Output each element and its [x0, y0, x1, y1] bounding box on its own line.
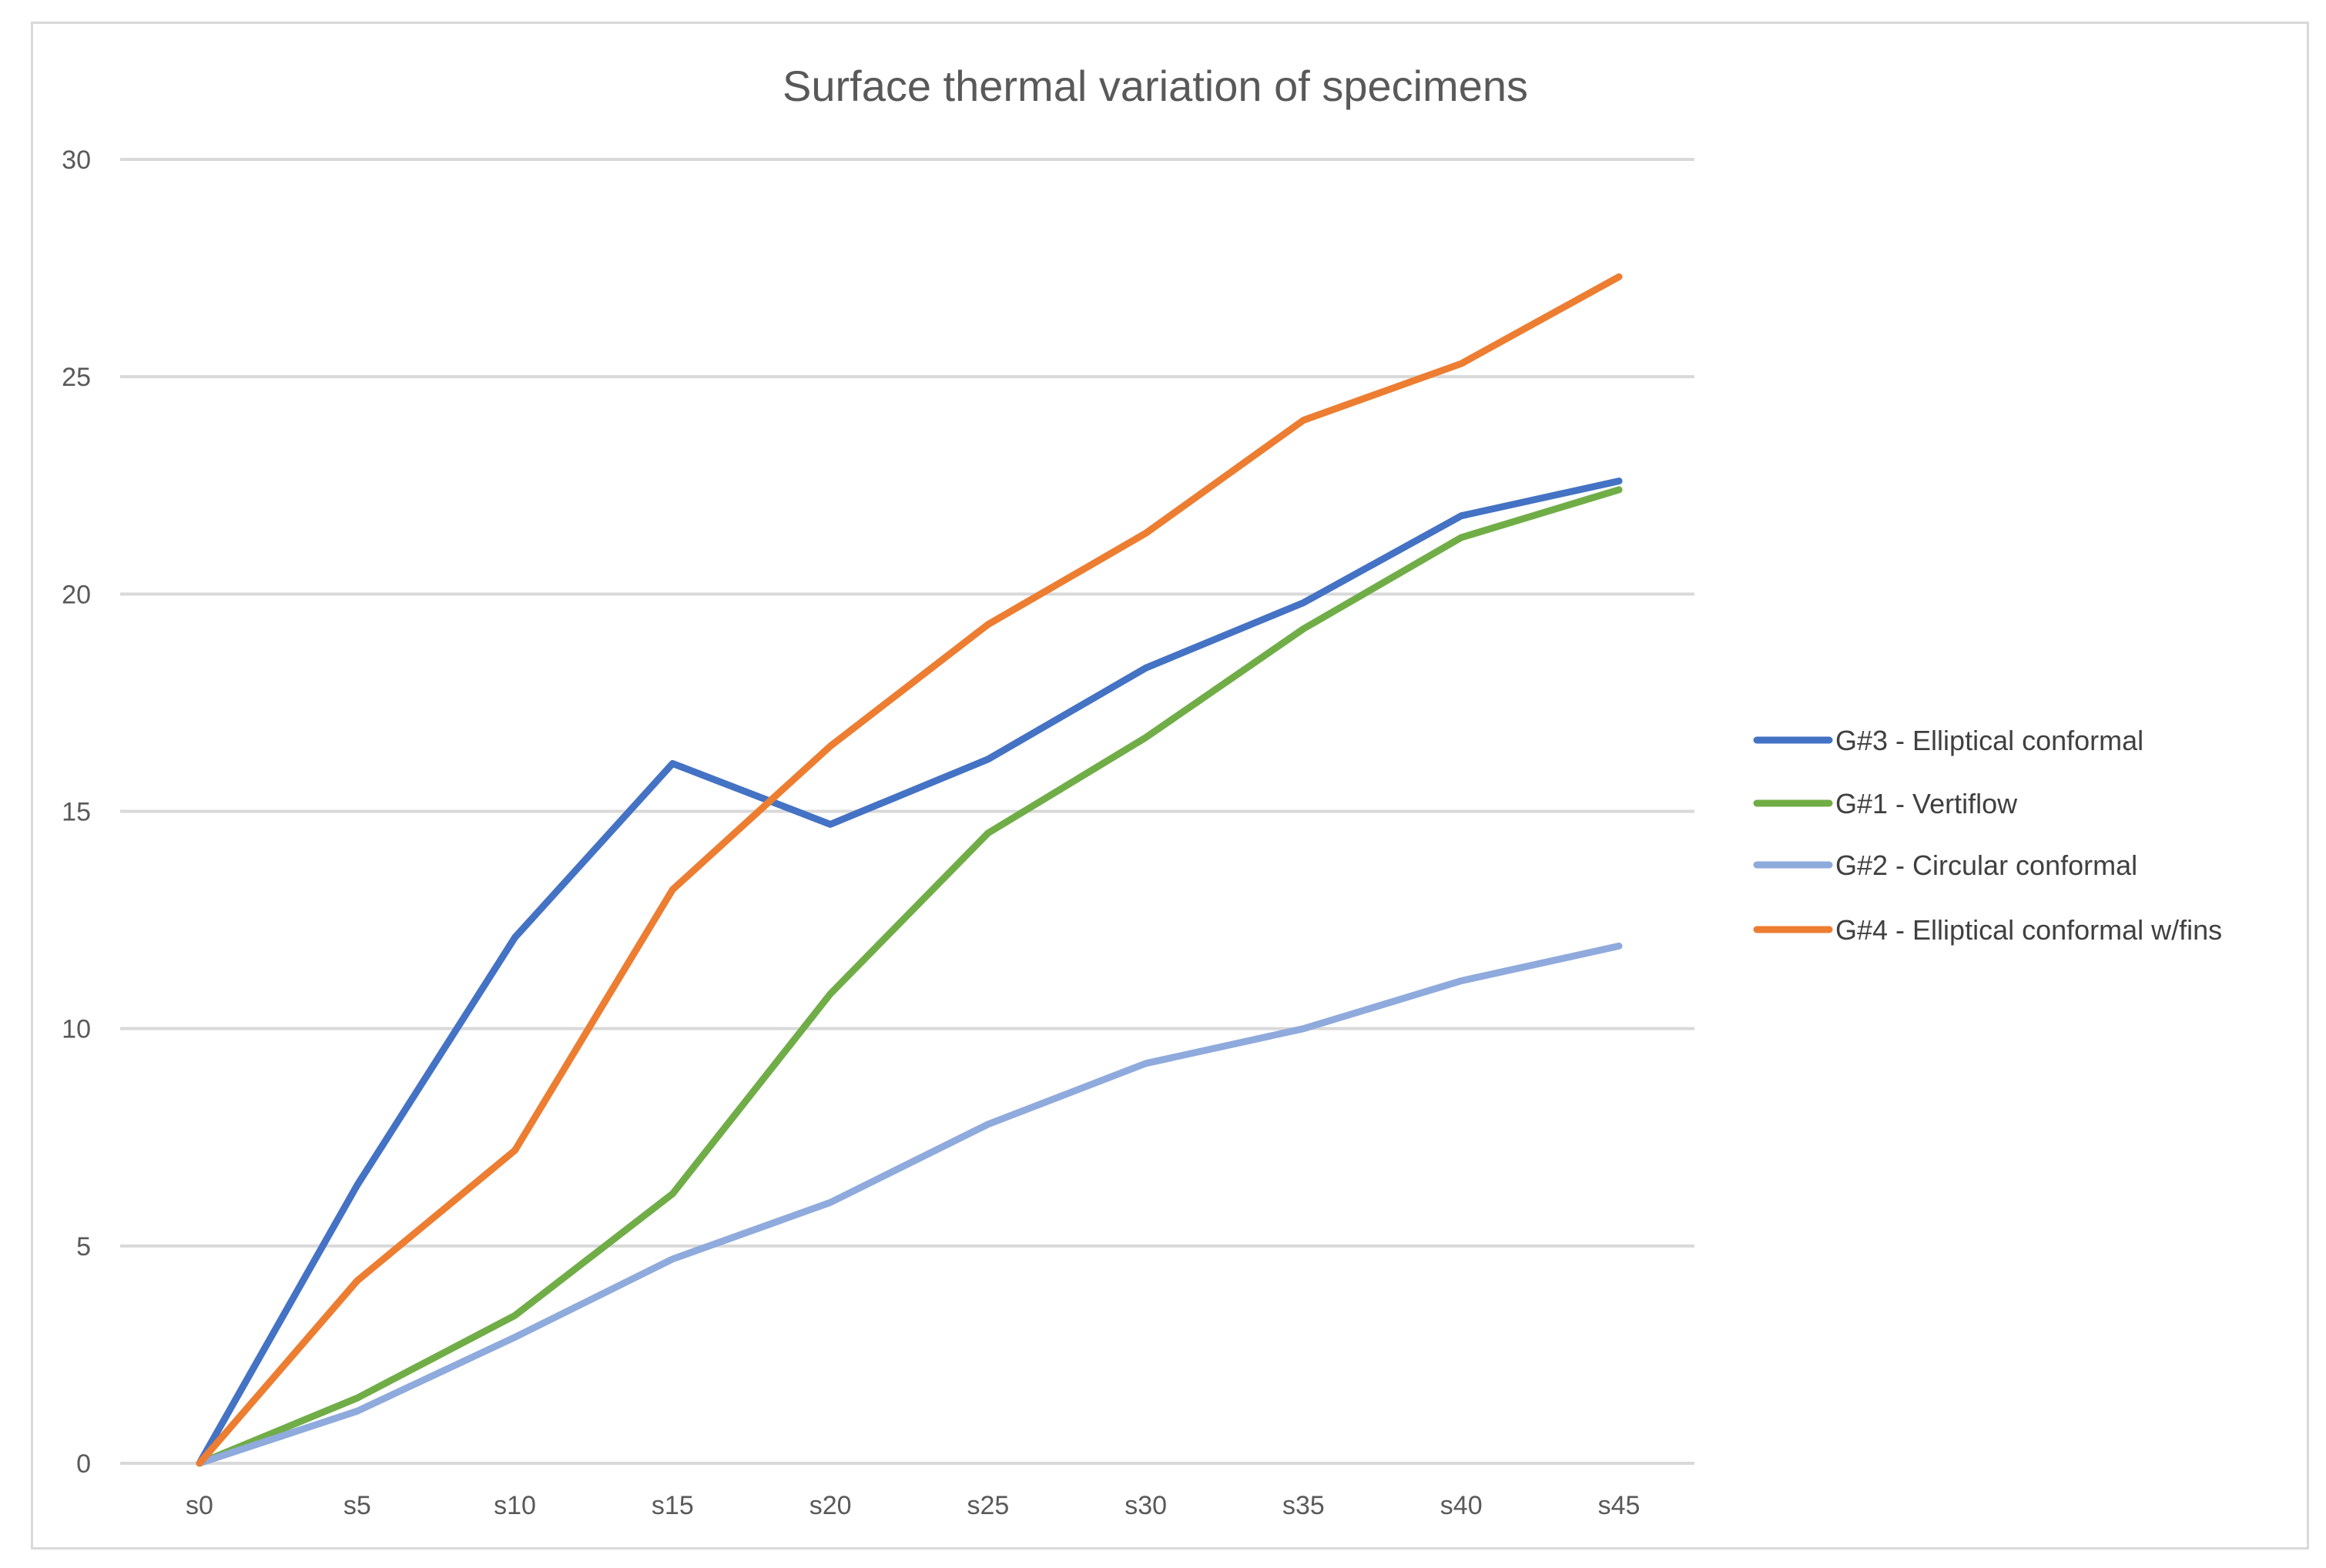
data-point [356, 1184, 358, 1186]
x-tick-label: s5 [344, 1491, 371, 1520]
data-point [672, 1193, 674, 1195]
series-lines [196, 273, 1623, 1467]
data-point [514, 936, 516, 939]
y-tick-label: 20 [62, 580, 91, 609]
x-tick-label: s30 [1124, 1491, 1167, 1520]
series-line-4 [196, 273, 1623, 1467]
data-point [830, 745, 832, 747]
series-line-1 [196, 477, 1623, 1467]
legend: G#3 - Elliptical conformal G#1 - Vertiflo… [1753, 725, 2222, 946]
series-line-3 [196, 942, 1623, 1467]
data-point [1460, 514, 1463, 517]
legend-label: G#4 - Elliptical conformal w/fins [1835, 914, 2222, 946]
x-tick-label: s10 [494, 1491, 536, 1520]
data-point [1302, 1027, 1305, 1030]
data-point [1618, 276, 1620, 278]
data-point [1145, 532, 1147, 534]
data-point [987, 1123, 989, 1125]
y-axis-ticks: 0 5 10 15 20 25 30 [62, 146, 91, 1479]
data-point [1302, 601, 1305, 604]
y-tick-label: 10 [62, 1015, 91, 1044]
chart-frame: Surface thermal variation of specimens 0… [31, 22, 2309, 1550]
y-tick-label: 0 [76, 1449, 91, 1479]
x-tick-label: s20 [809, 1491, 852, 1520]
data-point [1145, 667, 1147, 669]
data-point [356, 1279, 358, 1282]
legend-item: G#1 - Vertiflow [1753, 788, 2018, 819]
data-point [672, 762, 674, 765]
y-tick-label: 25 [62, 363, 91, 392]
data-point [672, 1258, 674, 1260]
data-point [987, 832, 989, 834]
x-tick-label: s40 [1440, 1491, 1483, 1520]
data-point [830, 993, 832, 995]
data-point [830, 823, 832, 826]
legend-item: G#2 - Circular conformal [1753, 849, 2137, 881]
series-line-2 [196, 486, 1623, 1467]
y-tick-label: 15 [62, 798, 91, 827]
data-point [514, 1336, 516, 1338]
legend-label: G#2 - Circular conformal [1835, 849, 2137, 881]
data-point [1618, 488, 1620, 491]
legend-label: G#1 - Vertiflow [1835, 788, 2018, 819]
x-axis-ticks: s0 s5 s10 s15 s20 s25 s30 s35 s40 s45 [186, 1491, 1640, 1520]
data-point [514, 1315, 516, 1317]
x-tick-label: s15 [652, 1491, 694, 1520]
x-tick-label: s45 [1598, 1491, 1641, 1520]
data-point [1302, 628, 1305, 630]
data-point [1145, 736, 1147, 739]
x-tick-label: s25 [967, 1491, 1009, 1520]
data-point [1460, 363, 1463, 365]
legend-item: G#3 - Elliptical conformal [1753, 725, 2143, 756]
y-tick-label: 5 [76, 1232, 91, 1261]
data-point [199, 1462, 200, 1464]
data-point [1460, 536, 1463, 538]
x-tick-label: s0 [186, 1491, 213, 1520]
x-tick-label: s35 [1282, 1491, 1325, 1520]
data-point [514, 1149, 516, 1151]
data-point [356, 1410, 358, 1412]
legend-label: G#3 - Elliptical conformal [1835, 725, 2143, 756]
legend-item: G#4 - Elliptical conformal w/fins [1753, 914, 2222, 946]
chart-title: Surface thermal variation of specimens [783, 62, 1528, 110]
line-chart: Surface thermal variation of specimens 0… [62, 62, 2222, 1520]
data-point [1618, 945, 1620, 947]
data-point [1145, 1062, 1147, 1064]
data-point [830, 1201, 832, 1204]
data-point [1302, 419, 1305, 421]
gridlines [120, 158, 1694, 1465]
data-point [987, 758, 989, 760]
y-tick-label: 30 [62, 146, 91, 175]
data-point [356, 1397, 358, 1399]
data-point [1460, 980, 1463, 982]
data-point [672, 889, 674, 891]
data-point [1618, 480, 1620, 482]
data-point [987, 623, 989, 625]
